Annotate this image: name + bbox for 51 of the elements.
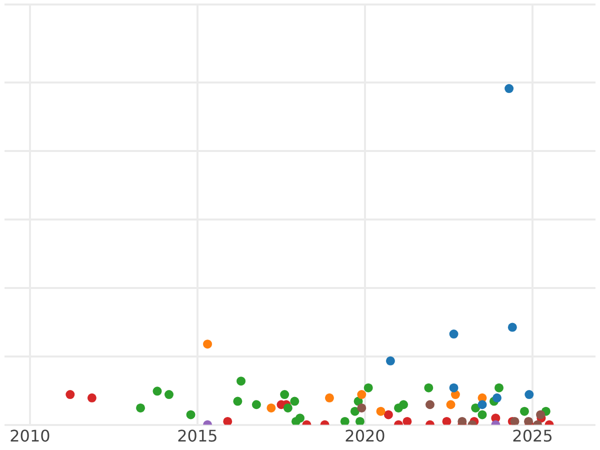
- point: [290, 396, 300, 406]
- point: [350, 406, 360, 416]
- point: [87, 393, 96, 402]
- point: [399, 400, 408, 410]
- point: [357, 390, 366, 400]
- point: [340, 416, 350, 425]
- point: [164, 390, 174, 400]
- point: [152, 386, 162, 396]
- point: [524, 416, 533, 425]
- point: [494, 383, 504, 392]
- point: [524, 390, 534, 400]
- point: [186, 410, 196, 420]
- point: [357, 403, 366, 412]
- point: [449, 383, 458, 392]
- point: [442, 416, 452, 425]
- point: [136, 403, 146, 412]
- x-tick-label: 2025: [512, 426, 553, 446]
- point: [520, 406, 529, 416]
- point: [252, 400, 261, 410]
- point: [203, 340, 212, 349]
- point: [402, 416, 412, 425]
- point: [280, 390, 290, 400]
- point: [376, 406, 386, 416]
- point: [355, 416, 364, 425]
- point: [478, 400, 487, 410]
- point: [364, 383, 373, 392]
- point: [458, 416, 467, 425]
- point: [446, 400, 456, 410]
- point: [66, 390, 75, 400]
- point: [504, 84, 514, 94]
- point: [471, 403, 480, 412]
- point: [223, 416, 232, 425]
- point: [510, 416, 520, 425]
- point: [492, 393, 502, 402]
- point: [425, 400, 434, 410]
- point: [386, 356, 395, 366]
- point: [508, 322, 517, 332]
- point: [384, 410, 393, 420]
- point: [424, 383, 434, 392]
- x-tick-label: 2010: [10, 426, 50, 446]
- point: [324, 393, 334, 402]
- point: [536, 410, 546, 420]
- point: [233, 396, 242, 406]
- point: [236, 376, 246, 386]
- point: [266, 403, 276, 412]
- x-tick-label: 2015: [177, 426, 218, 446]
- point: [478, 410, 487, 420]
- point: [283, 403, 292, 412]
- x-tick-label: 2020: [344, 426, 386, 446]
- point: [449, 330, 458, 339]
- point: [296, 414, 304, 423]
